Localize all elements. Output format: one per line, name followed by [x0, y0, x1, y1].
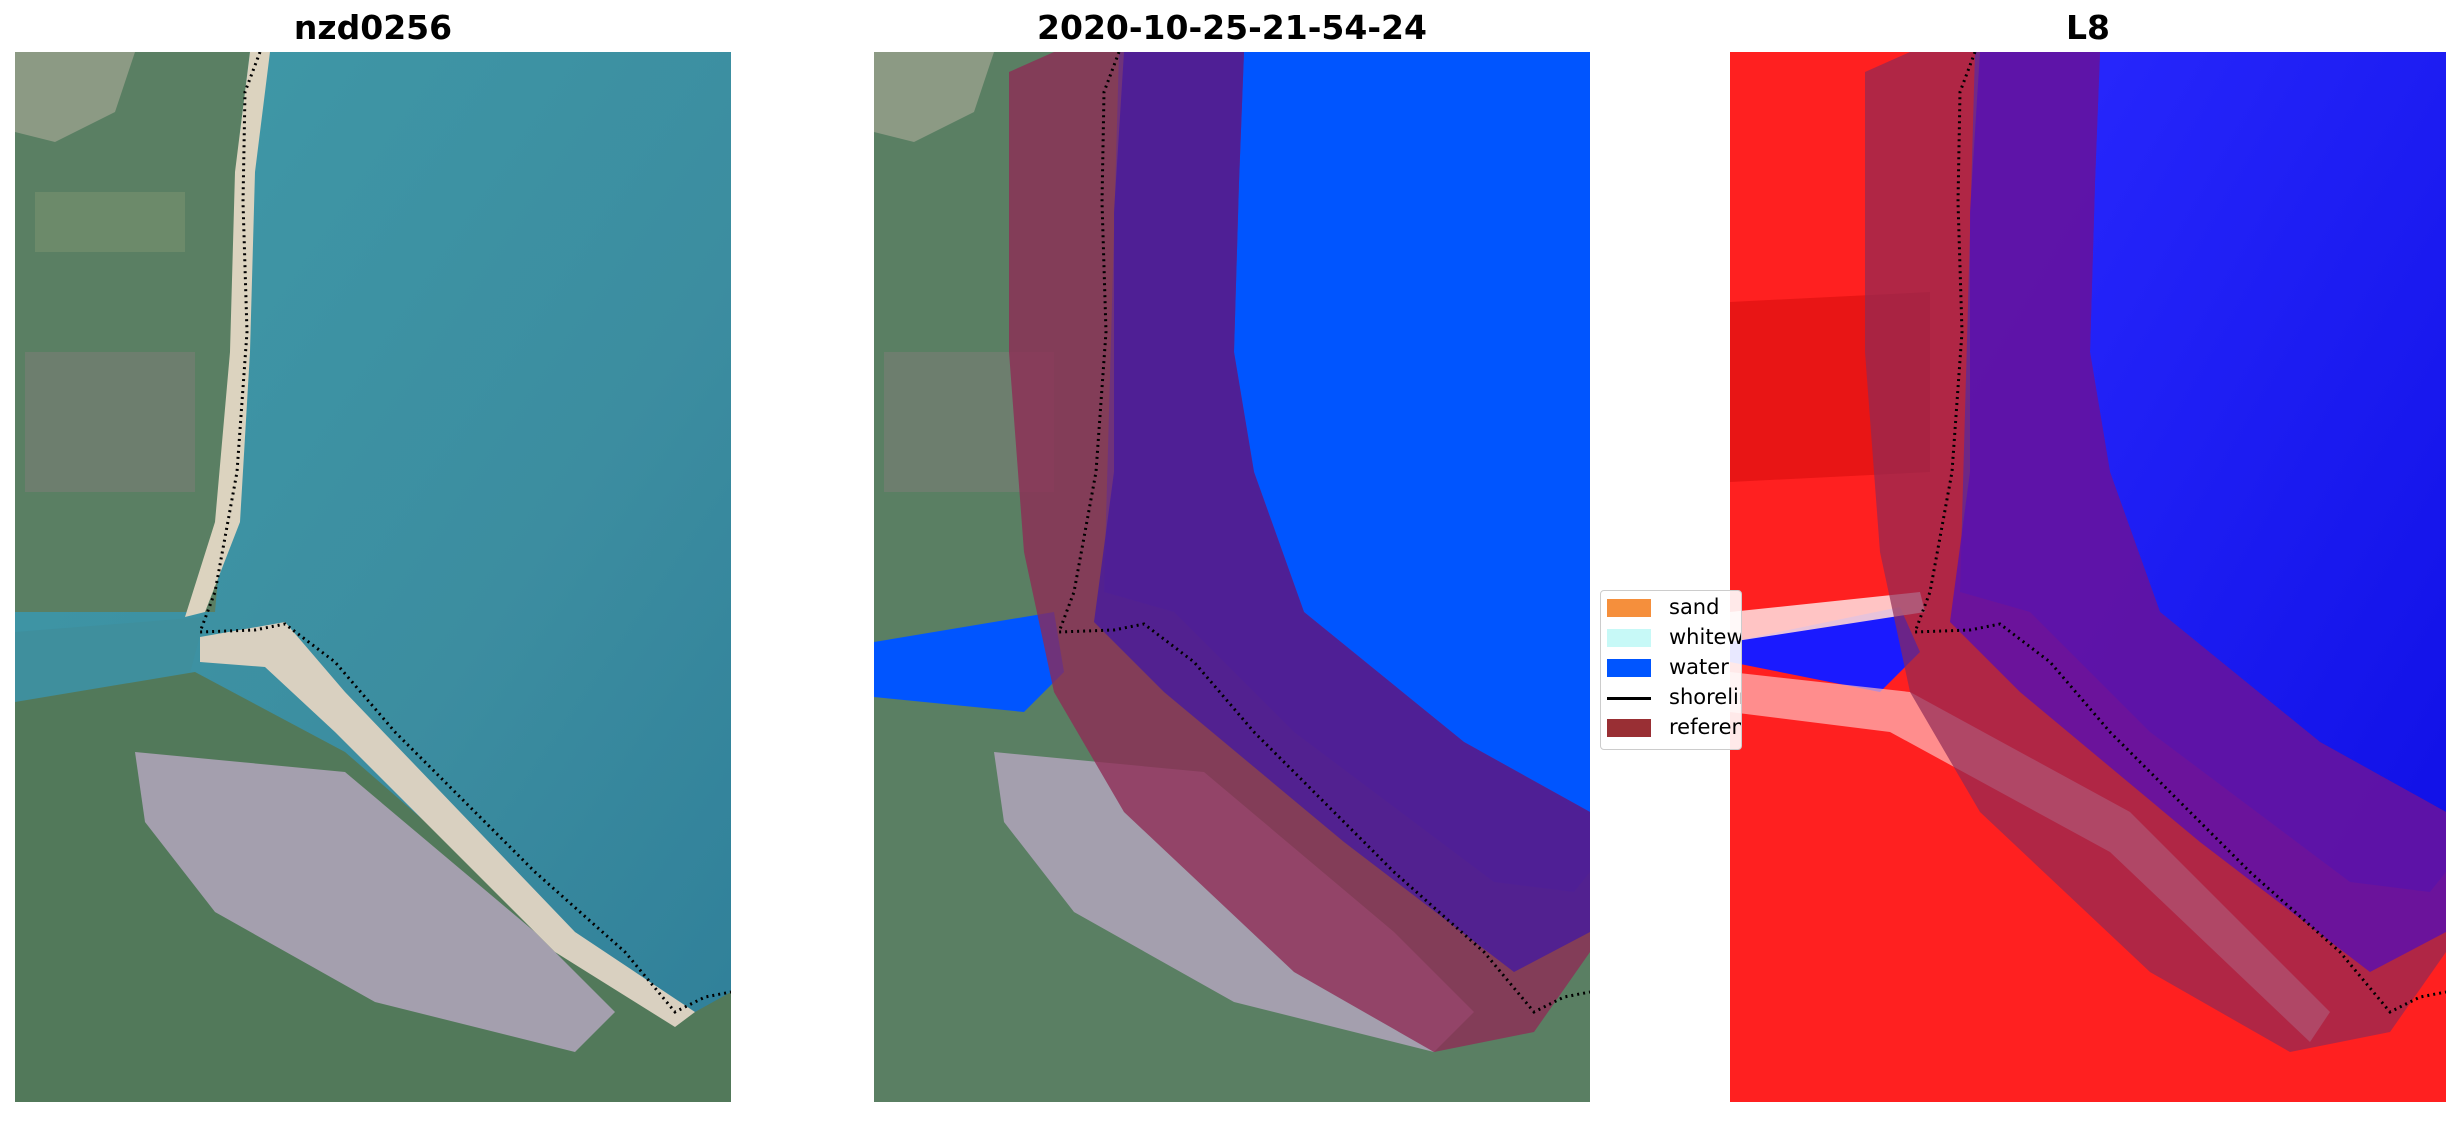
legend-label-whitewater: whitewater [1669, 625, 1742, 649]
reference-over-water [1094, 52, 1590, 972]
legend-label-reference: reference [1669, 715, 1741, 739]
legend-line-shoreline [1607, 697, 1651, 700]
legend-item-reference: reference [1607, 713, 1741, 741]
beach-spit [200, 622, 695, 1027]
legend-item-sand: sand [1607, 593, 1741, 621]
settlement-area [25, 352, 195, 492]
legend-swatch-sand [1607, 599, 1651, 617]
rgb-image-panel [15, 52, 731, 1102]
legend-item-whitewater: whitewater [1607, 623, 1742, 651]
shoreline-line [197, 52, 731, 1014]
legend-label-sand: sand [1669, 595, 1720, 619]
beach-north [185, 52, 270, 617]
legend: sand whitewater water shoreline referenc… [1600, 590, 1742, 750]
legend-swatch-water [1607, 659, 1651, 677]
bright-edge [1730, 592, 1925, 642]
l8-index-image [1730, 52, 2446, 1102]
classified-image [874, 52, 1590, 1102]
legend-swatch-reference [1607, 719, 1651, 737]
shoreline-line [1056, 52, 1590, 1014]
legend-label-water: water [1669, 655, 1729, 679]
shoreline-line [1912, 52, 2446, 1014]
panel-title-rgb: nzd0256 [293, 8, 453, 47]
bright-beach [1730, 672, 2330, 1042]
reference-over-water [1950, 52, 2446, 972]
hill-shade [874, 52, 994, 142]
panel-title-classified: 2020-10-25-21-54-24 [1037, 8, 1427, 47]
water-class-channel [874, 612, 1064, 712]
legend-item-shoreline: shoreline [1607, 683, 1741, 711]
legend-label-shoreline: shoreline [1669, 685, 1741, 709]
legend-swatch-whitewater [1607, 629, 1651, 647]
channel-blue [1730, 607, 1920, 692]
field-patch [35, 192, 185, 252]
panel-title-l8: L8 [2066, 8, 2110, 47]
classified-image-panel [874, 52, 1590, 1102]
tidal-flat [135, 752, 615, 1052]
l8-image-panel [1730, 52, 2446, 1102]
legend-item-water: water [1607, 653, 1741, 681]
rgb-satellite-image [15, 52, 731, 1102]
hill-shade [15, 52, 135, 142]
